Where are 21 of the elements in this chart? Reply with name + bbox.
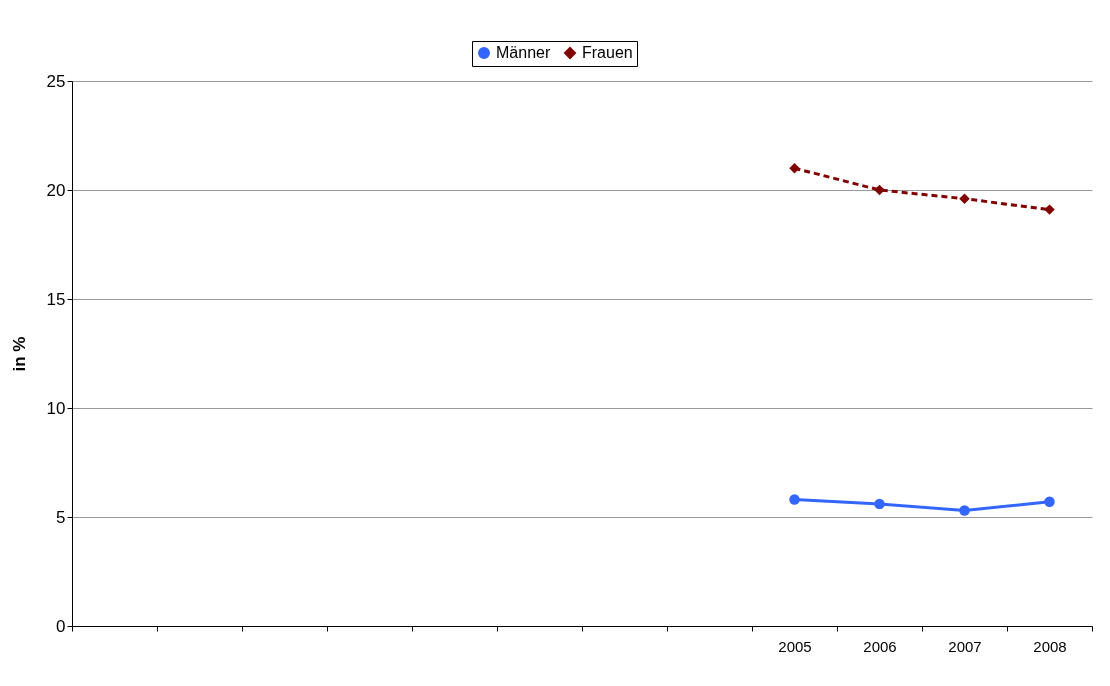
legend-label: Männer	[496, 44, 551, 61]
x-tick-label: 2008	[1033, 637, 1067, 655]
y-tick-label: 15	[46, 289, 66, 309]
point	[874, 498, 885, 510]
y-tick-label: 10	[46, 398, 66, 418]
point	[789, 494, 800, 505]
point	[1044, 496, 1055, 507]
x-tick-label: 2006	[863, 637, 897, 655]
point	[1044, 204, 1055, 215]
y-tick-label: 5	[56, 507, 66, 527]
point	[789, 162, 800, 174]
x-tick-label: 2005	[778, 637, 812, 655]
point	[959, 505, 970, 516]
x-tick-label: 2007	[948, 637, 982, 655]
y-tick-label: 20	[46, 180, 66, 200]
y-tick-label: 0	[56, 616, 66, 636]
legend-label: Frauen	[582, 44, 633, 61]
y-tick-label: 25	[46, 71, 66, 91]
y-axis-title: in %	[9, 336, 29, 372]
point	[959, 193, 970, 204]
point	[874, 184, 885, 196]
